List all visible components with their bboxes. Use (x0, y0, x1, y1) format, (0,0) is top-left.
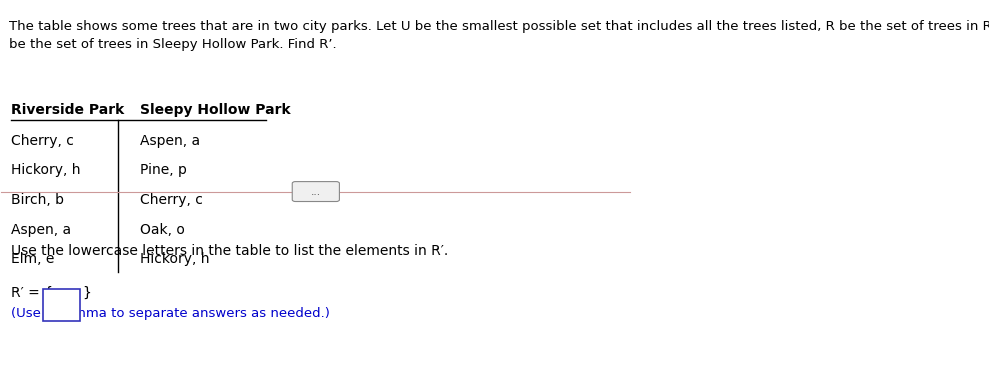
Text: Aspen, a: Aspen, a (11, 223, 71, 237)
Text: Aspen, a: Aspen, a (139, 134, 200, 147)
Text: The table shows some trees that are in two city parks. Let U be the smallest pos: The table shows some trees that are in t… (9, 19, 989, 51)
Text: Pine, p: Pine, p (139, 163, 187, 177)
Text: Use the lowercase letters in the table to list the elements in R′.: Use the lowercase letters in the table t… (11, 244, 448, 258)
Text: }: } (82, 286, 91, 300)
Text: Elm, e: Elm, e (11, 253, 54, 266)
Text: (Use a comma to separate answers as needed.): (Use a comma to separate answers as need… (11, 307, 329, 320)
Text: Cherry, c: Cherry, c (11, 134, 74, 147)
Text: Hickory, h: Hickory, h (11, 163, 80, 177)
Text: Cherry, c: Cherry, c (139, 193, 203, 207)
Text: Hickory, h: Hickory, h (139, 253, 210, 266)
Text: Sleepy Hollow Park: Sleepy Hollow Park (139, 103, 291, 117)
Text: ...: ... (311, 187, 320, 197)
FancyBboxPatch shape (292, 182, 339, 201)
Text: Riverside Park: Riverside Park (11, 103, 124, 117)
Text: Birch, b: Birch, b (11, 193, 64, 207)
Text: Oak, o: Oak, o (139, 223, 185, 237)
Text: R′ = {: R′ = { (11, 286, 52, 300)
FancyBboxPatch shape (43, 289, 80, 321)
